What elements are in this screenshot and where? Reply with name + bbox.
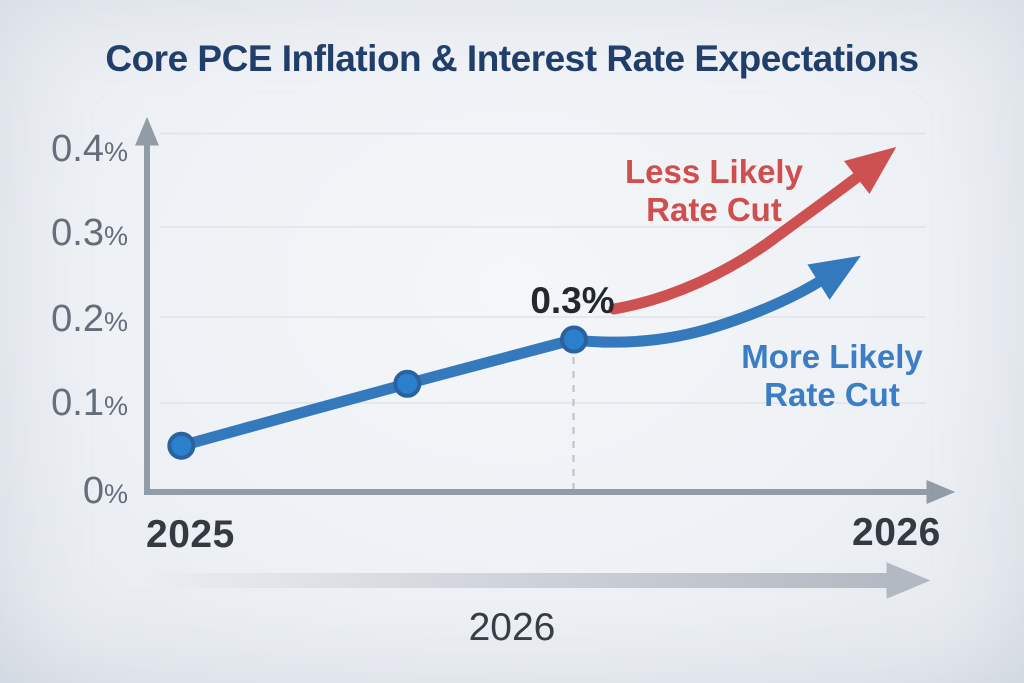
y-tick-0-2: 0.2% — [30, 298, 128, 341]
y-tick-0: 0% — [30, 470, 128, 513]
more-likely-line1: More Likely — [741, 338, 923, 375]
y-tick-suffix: % — [103, 479, 128, 509]
y-tick-suffix: % — [103, 137, 128, 167]
point-value-label: 0.3% — [530, 280, 615, 321]
data-point — [393, 369, 422, 398]
y-tick-0-3: 0.3% — [30, 212, 128, 255]
x-label-2026: 2026 — [852, 511, 941, 554]
less-likely-line2: Rate Cut — [646, 190, 782, 228]
less-likely-arrow — [608, 146, 897, 315]
less-likely-line1: Less Likely — [625, 153, 803, 190]
y-tick-0-1: 0.1% — [30, 382, 128, 425]
y-tick-value: 0 — [82, 470, 104, 512]
more-likely-line2: Rate Cut — [764, 375, 900, 413]
y-tick-suffix: % — [103, 221, 128, 251]
timeline-label: 2026 — [468, 606, 556, 649]
y-tick-0-4: 0.4% — [30, 128, 128, 171]
y-tick-suffix: % — [103, 307, 128, 337]
inflation-line — [175, 334, 580, 452]
y-tick-value: 0.4 — [51, 128, 104, 170]
y-tick-value: 0.2 — [51, 298, 104, 340]
data-points — [167, 325, 588, 460]
more-likely-label: More Likely Rate Cut — [722, 338, 942, 414]
y-tick-suffix: % — [103, 391, 128, 421]
chart-title: Core PCE Inflation & Interest Rate Expec… — [105, 38, 919, 79]
y-tick-value: 0.1 — [51, 382, 104, 424]
more-likely-arrow — [573, 255, 861, 348]
x-label-2025: 2025 — [146, 513, 235, 556]
less-likely-label: Less Likely Rate Cut — [604, 153, 824, 229]
y-tick-value: 0.3 — [51, 212, 104, 254]
data-point — [167, 431, 196, 460]
data-point — [559, 325, 588, 354]
gridlines — [160, 132, 926, 404]
